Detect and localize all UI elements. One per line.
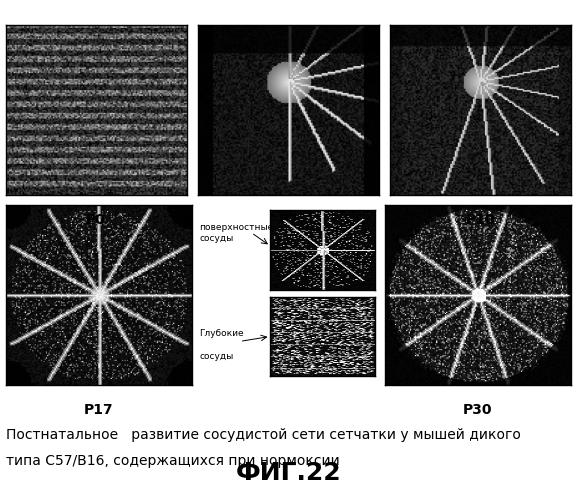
Text: Постнатальное   развитие сосудистой сети сетчатки у мышей дикого: Постнатальное развитие сосудистой сети с…	[6, 428, 520, 442]
Text: P0: P0	[86, 212, 106, 226]
Text: поверхностные
сосуды: поверхностные сосуды	[199, 222, 273, 242]
Text: P10: P10	[466, 212, 496, 226]
Text: P17: P17	[84, 402, 114, 416]
Text: P7: P7	[279, 212, 298, 226]
Text: ФИГ.22: ФИГ.22	[235, 461, 342, 485]
Text: Глубокие

сосуды: Глубокие сосуды	[199, 330, 244, 360]
Text: типа С57/В16, содержащихся при нормоксии: типа С57/В16, содержащихся при нормоксии	[6, 454, 339, 468]
Text: P30: P30	[463, 402, 493, 416]
